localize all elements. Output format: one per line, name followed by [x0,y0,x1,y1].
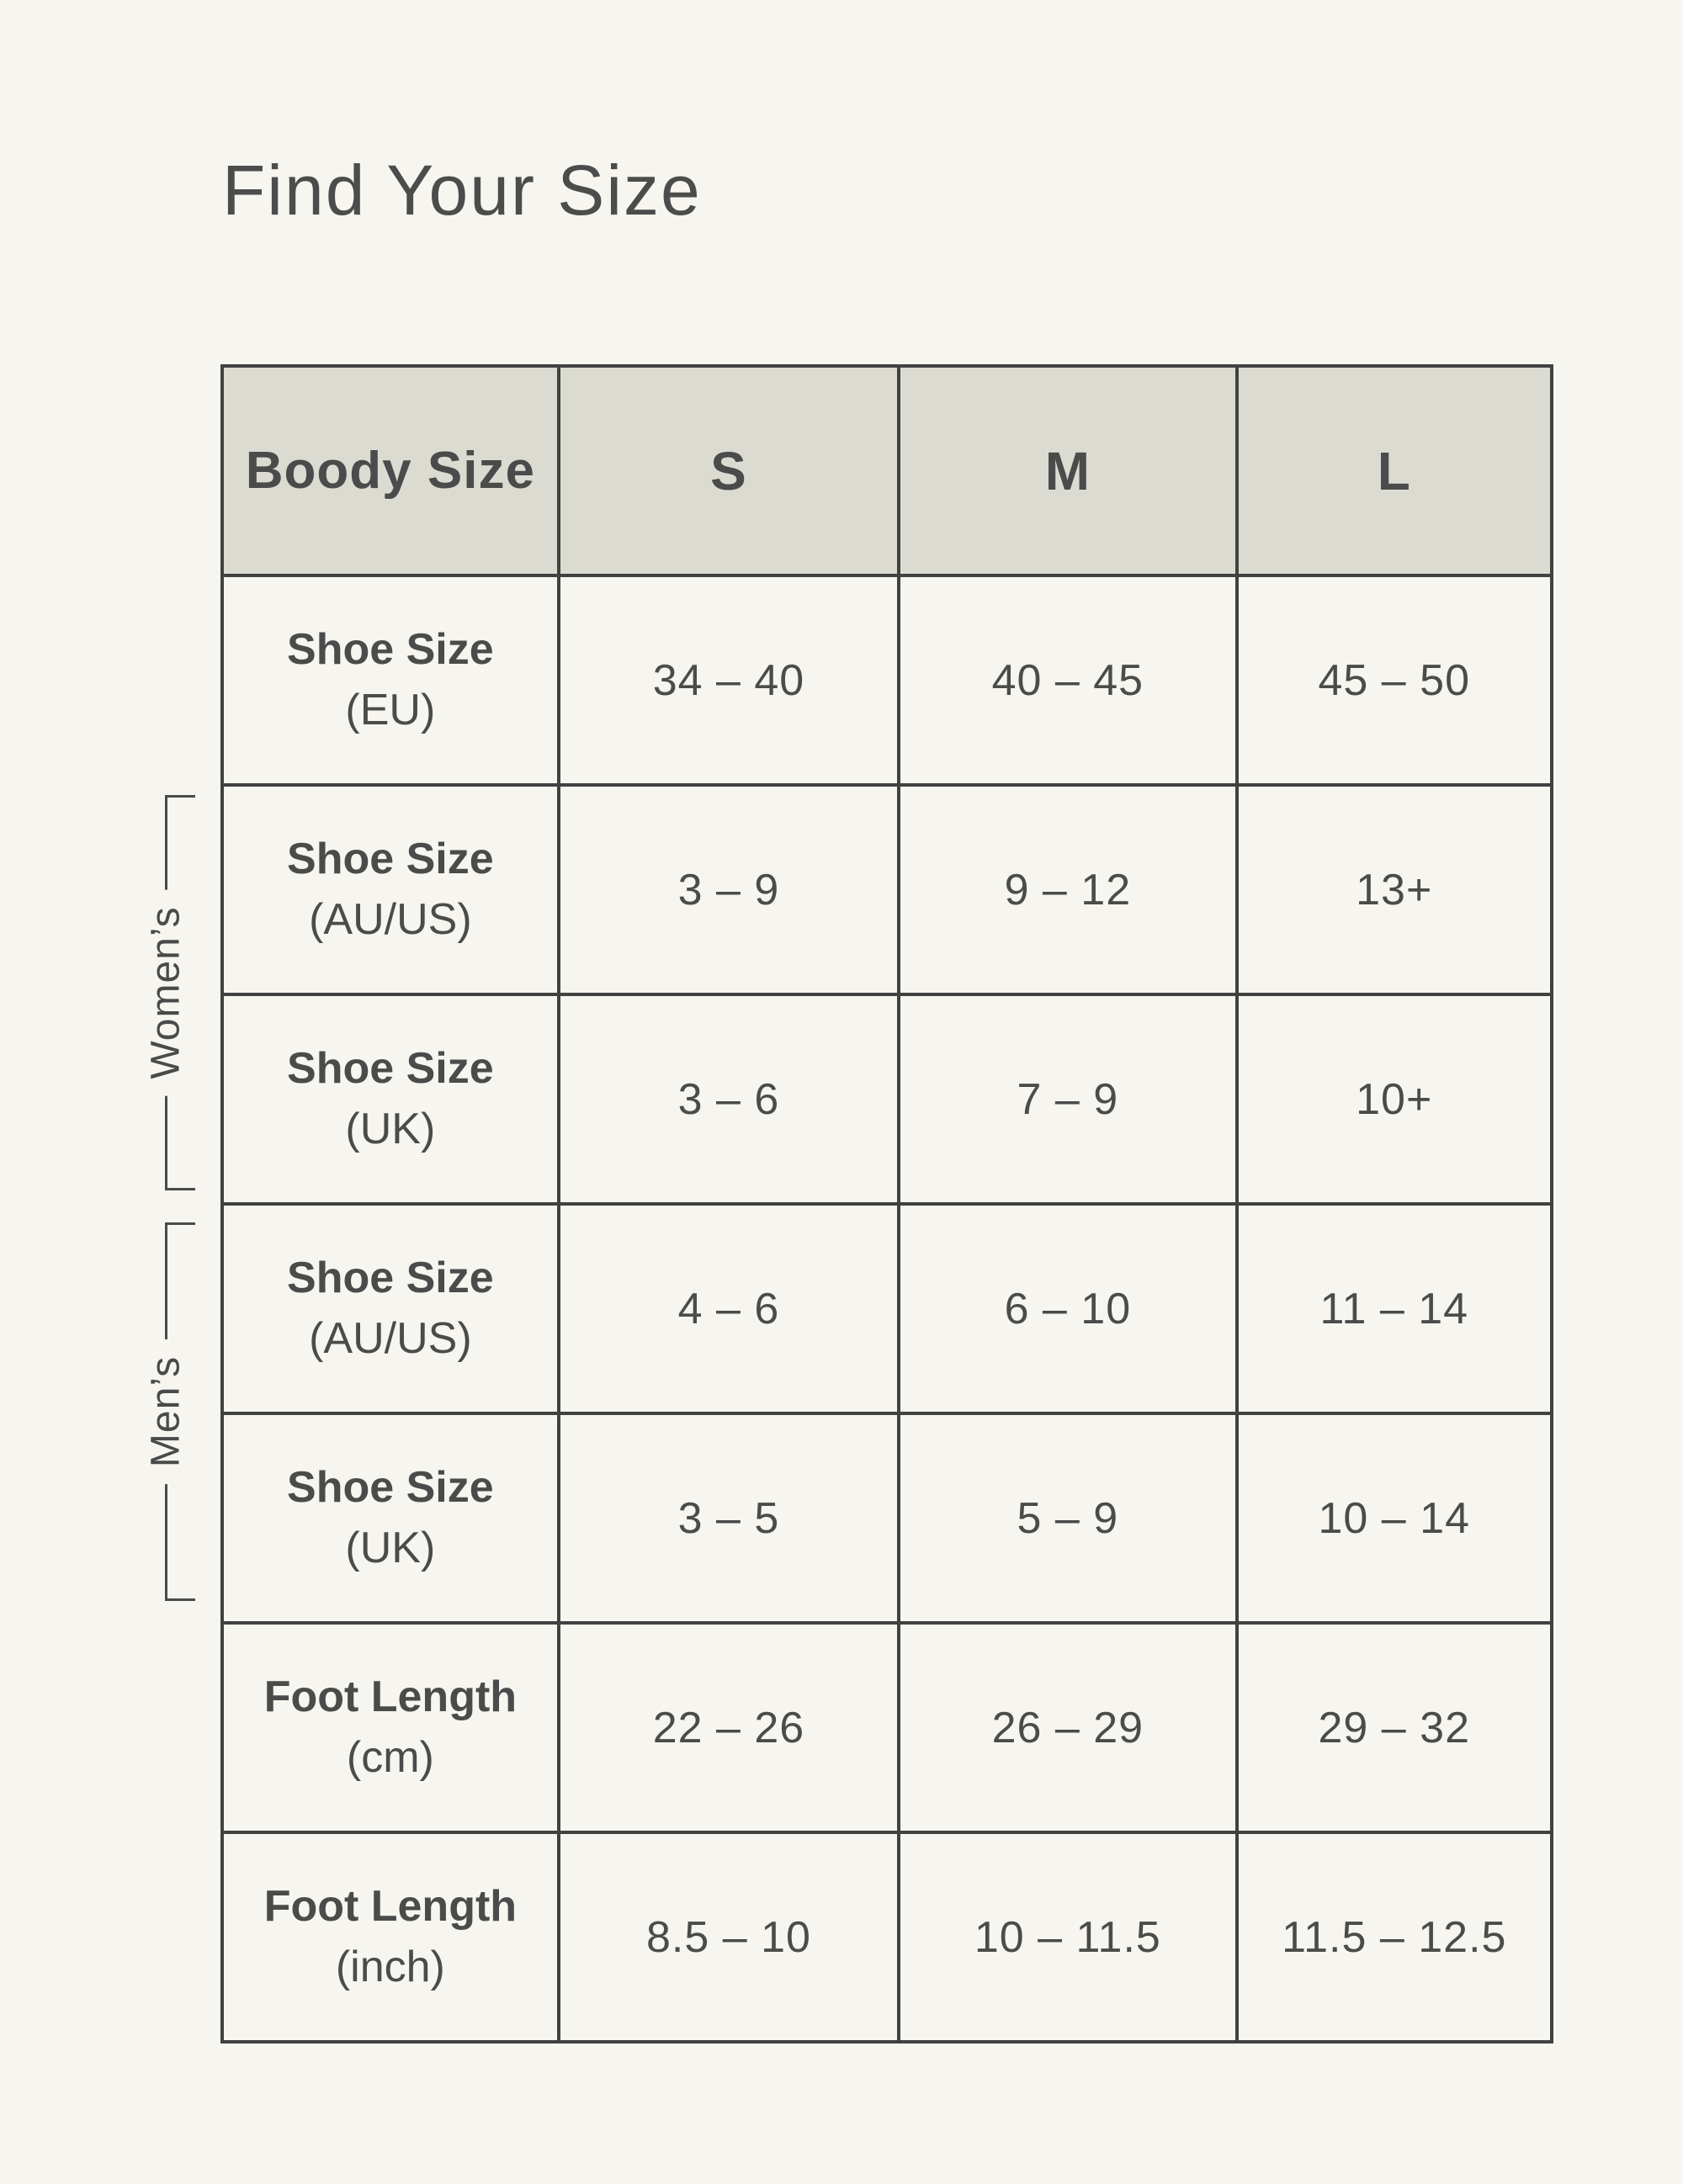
row-label-unit: (AU/US) [309,894,472,944]
row-label-unit: (UK) [345,1104,436,1153]
cell-womens-au-us-l: 13+ [1234,783,1554,996]
row-label-mens-au-us: Shoe Size (AU/US) [220,1202,560,1415]
row-label-name: Foot Length [263,1881,518,1931]
row-label-mens-uk: Shoe Size (UK) [220,1412,560,1625]
header-size-m: M [897,364,1239,577]
cell-foot-cm-l: 29 – 32 [1234,1621,1554,1834]
cell-foot-cm-m: 26 – 29 [897,1621,1239,1834]
size-chart-table: Boody Size S M L Shoe Size (EU) 34 – 40 … [220,364,1554,2044]
row-label-foot-length-cm: Foot Length (cm) [220,1621,560,1834]
row-label-unit: (UK) [345,1523,436,1572]
row-label-name: Foot Length [263,1672,518,1721]
cell-mens-au-us-m: 6 – 10 [897,1202,1239,1415]
cell-eu-m: 40 – 45 [897,574,1239,787]
table-row-mens-shoe-size-au-us: Shoe Size (AU/US) 4 – 6 6 – 10 11 – 14 [220,1202,1554,1415]
cell-womens-uk-s: 3 – 6 [556,993,901,1206]
header-size-s: S [556,364,901,577]
table-header-row: Boody Size S M L [220,364,1554,577]
table-row-shoe-size-eu: Shoe Size (EU) 34 – 40 40 – 45 45 – 50 [220,574,1554,787]
header-size-l: L [1234,364,1554,577]
cell-womens-au-us-m: 9 – 12 [897,783,1239,996]
row-label-name: Shoe Size [287,1043,494,1093]
mens-group-bracket: Men’s [137,1222,195,1601]
cell-foot-cm-s: 22 – 26 [556,1621,901,1834]
table-row-womens-shoe-size-au-us: Shoe Size (AU/US) 3 – 9 9 – 12 13+ [220,783,1554,996]
page-title: Find Your Size [222,151,702,230]
row-label-womens-au-us: Shoe Size (AU/US) [220,783,560,996]
table-row-foot-length-inch: Foot Length (inch) 8.5 – 10 10 – 11.5 11… [220,1831,1554,2044]
cell-womens-au-us-s: 3 – 9 [556,783,901,996]
row-label-unit: (inch) [335,1942,445,1991]
cell-mens-uk-l: 10 – 14 [1234,1412,1554,1625]
cell-womens-uk-m: 7 – 9 [897,993,1239,1206]
row-label-unit: (EU) [345,685,436,734]
row-label-name: Shoe Size [287,624,494,674]
table-row-mens-shoe-size-uk: Shoe Size (UK) 3 – 5 5 – 9 10 – 14 [220,1412,1554,1625]
row-label-name: Shoe Size [287,1462,494,1512]
cell-mens-au-us-l: 11 – 14 [1234,1202,1554,1415]
row-label-foot-length-inch: Foot Length (inch) [220,1831,560,2044]
table-row-womens-shoe-size-uk: Shoe Size (UK) 3 – 6 7 – 9 10+ [220,993,1554,1206]
cell-foot-inch-l: 11.5 – 12.5 [1234,1831,1554,2044]
cell-womens-uk-l: 10+ [1234,993,1554,1206]
cell-foot-inch-m: 10 – 11.5 [897,1831,1239,2044]
row-label-name: Shoe Size [287,834,494,883]
row-label-unit: (cm) [346,1732,434,1782]
row-label-name: Shoe Size [287,1253,494,1302]
cell-mens-uk-s: 3 – 5 [556,1412,901,1625]
womens-group-label: Women’s [137,889,194,1096]
cell-eu-s: 34 – 40 [556,574,901,787]
header-boody-size: Boody Size [220,364,560,577]
table-row-foot-length-cm: Foot Length (cm) 22 – 26 26 – 29 29 – 32 [220,1621,1554,1834]
row-label-unit: (AU/US) [309,1313,472,1363]
row-label-womens-uk: Shoe Size (UK) [220,993,560,1206]
womens-group-bracket: Women’s [137,795,195,1190]
mens-group-label: Men’s [137,1338,194,1485]
row-label-shoe-size-eu: Shoe Size (EU) [220,574,560,787]
cell-foot-inch-s: 8.5 – 10 [556,1831,901,2044]
cell-mens-au-us-s: 4 – 6 [556,1202,901,1415]
cell-mens-uk-m: 5 – 9 [897,1412,1239,1625]
cell-eu-l: 45 – 50 [1234,574,1554,787]
